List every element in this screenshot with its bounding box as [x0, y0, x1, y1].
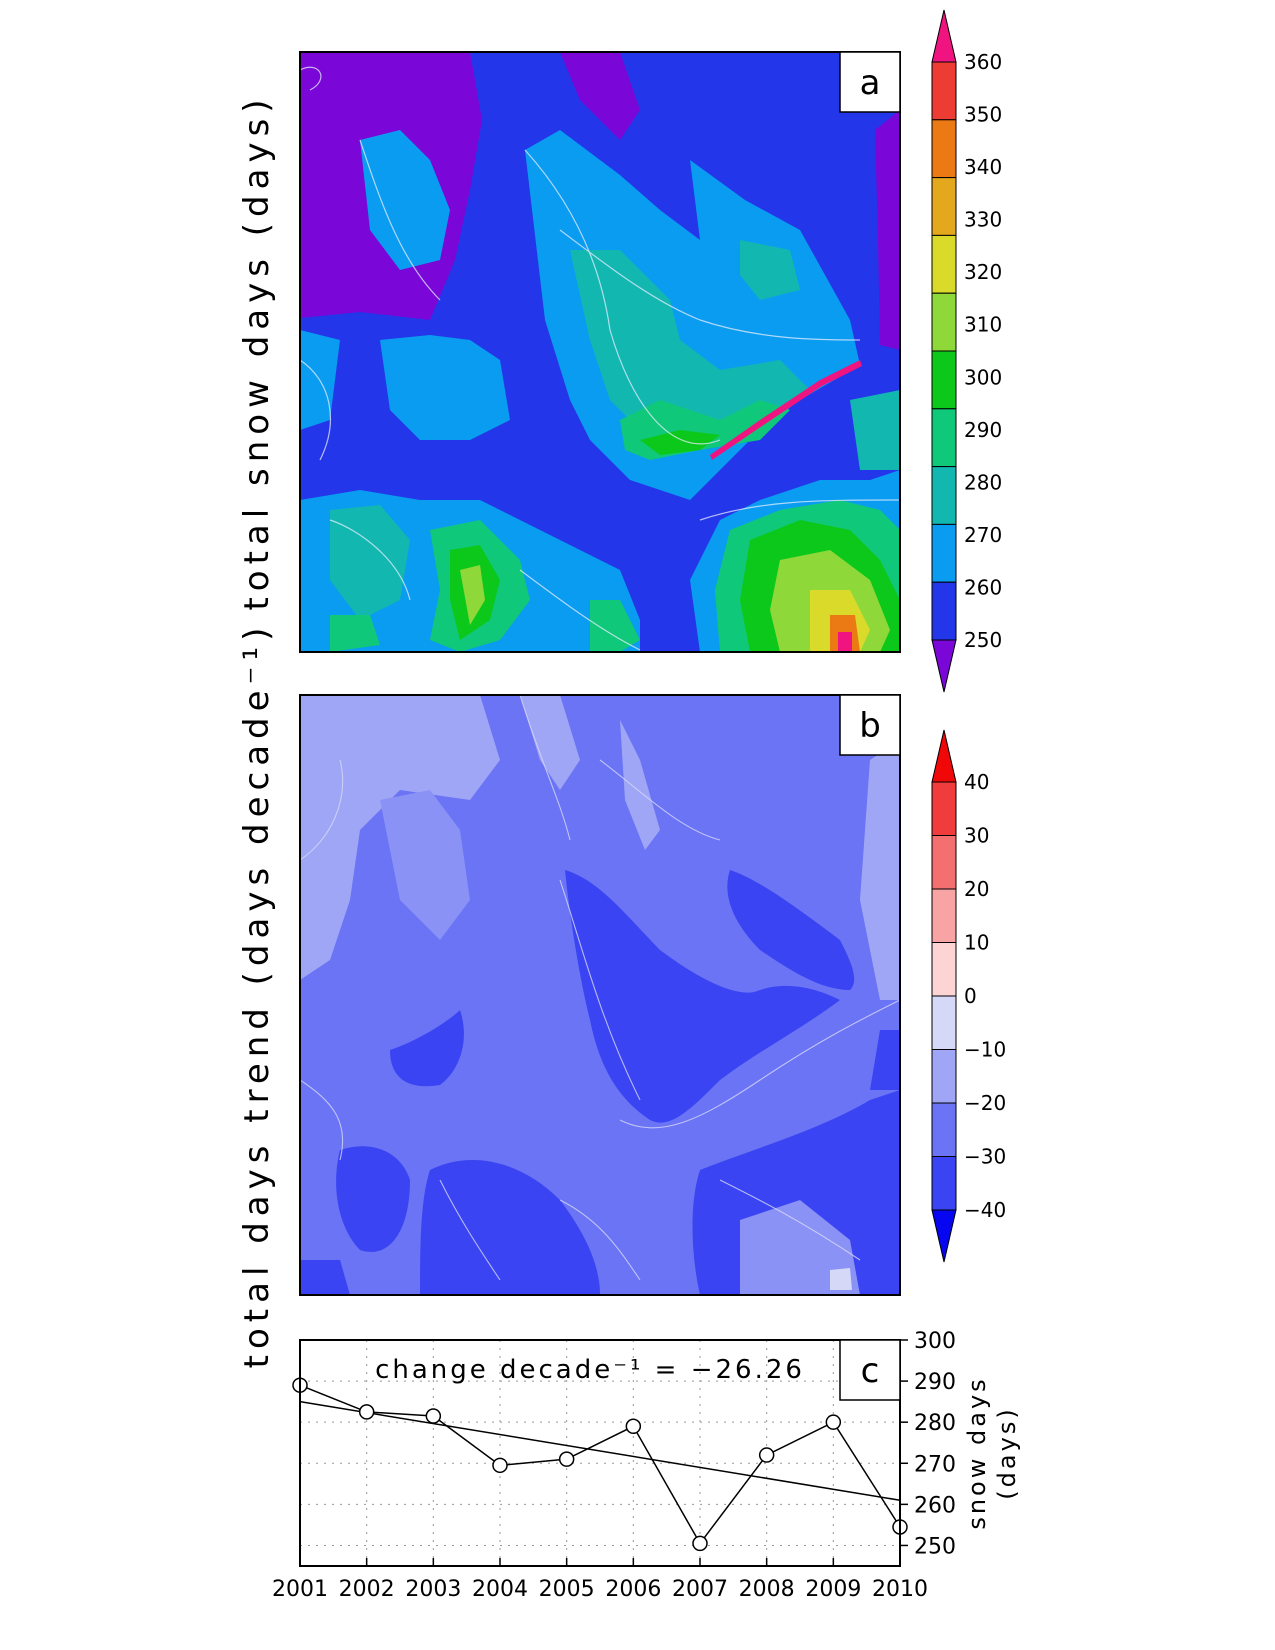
x-tick-label: 2006	[605, 1577, 661, 1602]
colorbar-b-band	[931, 888, 957, 943]
colorbar-a-band	[931, 292, 957, 352]
colorbar-a-band	[931, 61, 957, 121]
panel-c: c change decade⁻¹ = −26.26 2001 2002 2003 2…	[272, 1329, 1021, 1602]
colorbar-a-band	[931, 234, 957, 294]
panel-b-colorbar: −40 −30 −20 −10 0 10 20 30 40	[931, 729, 1006, 1263]
panel-a-letter: a	[860, 63, 881, 103]
colorbar-a-band	[931, 408, 957, 468]
panel-c-letter: c	[861, 1351, 880, 1391]
panel-c-points	[292, 1377, 908, 1552]
x-tick-label: 2005	[539, 1577, 595, 1602]
colorbar-a-band	[931, 466, 957, 525]
colorbar-b-tick-label: −10	[964, 1038, 1006, 1062]
y-tick-label: 260	[914, 1493, 956, 1518]
colorbar-b-band	[931, 942, 957, 997]
data-point	[558, 1451, 575, 1467]
colorbar-b-tick-label: −30	[964, 1145, 1006, 1169]
data-point	[625, 1418, 642, 1435]
data-point	[358, 1404, 375, 1420]
colorbar-b-tick-label: −40	[964, 1198, 1006, 1222]
colorbar-a-tick-label: 280	[964, 470, 1002, 494]
colorbar-b-band	[931, 1049, 957, 1104]
x-tick-label: 2004	[472, 1577, 528, 1602]
data-point	[492, 1457, 508, 1474]
panel-c-trend-line	[299, 1400, 901, 1501]
data-point	[825, 1414, 842, 1430]
panel-b-map	[300, 695, 900, 1295]
colorbar-a-tick-label: 300	[964, 365, 1002, 389]
panel-a: total snow days (days)	[237, 9, 1002, 693]
y-tick-label: 250	[914, 1534, 956, 1559]
colorbar-b-tick-label: 20	[964, 877, 989, 901]
panel-b-frame	[299, 694, 901, 1296]
colorbar-a-tick-label: 350	[964, 103, 1002, 127]
colorbar-b-tick-label: 30	[964, 824, 989, 848]
colorbar-b-band	[931, 835, 957, 890]
colorbar-a-tick-label: 250	[964, 628, 1002, 652]
colorbar-a-min-arrow	[931, 639, 957, 693]
panel-a-colorbar: 250 260 270 280 290 300 310 320 330 340 350 360	[931, 9, 1002, 693]
colorbar-b-tick-label: −20	[964, 1091, 1006, 1115]
y-tick-label: 290	[914, 1370, 956, 1395]
x-tick-label: 2009	[805, 1577, 861, 1602]
panel-c-letter-box	[839, 1339, 901, 1401]
panel-c-ylabel-line1: snow days	[963, 1376, 991, 1529]
x-tick-label: 2010	[872, 1577, 928, 1602]
colorbar-b-max-arrow	[931, 729, 957, 783]
panel-b-ylabel: total days trend (days decade⁻¹)	[237, 622, 277, 1369]
y-tick-label: 270	[914, 1452, 956, 1477]
panel-a-ylabel: total snow days (days)	[237, 93, 277, 610]
colorbar-b-min-arrow	[931, 1209, 957, 1263]
colorbar-b-band	[931, 781, 957, 836]
colorbar-a-max-arrow	[931, 9, 957, 63]
panel-c-ylabel-line2: (days)	[993, 1406, 1021, 1499]
x-tick-label: 2002	[339, 1577, 395, 1602]
y-tick-label: 280	[914, 1411, 956, 1436]
x-tick-label: 2008	[739, 1577, 795, 1602]
x-tick-label: 2001	[272, 1577, 328, 1602]
colorbar-a-tick-label: 310	[964, 313, 1002, 337]
colorbar-b-tick-label: 40	[964, 770, 989, 794]
colorbar-a-tick-label: 290	[964, 418, 1002, 442]
colorbar-a-band	[931, 350, 957, 410]
colorbar-a-band	[931, 523, 957, 583]
x-tick-label: 2003	[405, 1577, 461, 1602]
colorbar-a-tick-label: 360	[964, 50, 1002, 74]
colorbar-b-band	[931, 1156, 957, 1211]
panel-a-frame	[299, 51, 901, 653]
panel-c-annotation: change decade⁻¹ = −26.26	[375, 1355, 805, 1385]
colorbar-a-tick-label: 270	[964, 523, 1002, 547]
colorbar-a-tick-label: 330	[964, 208, 1002, 232]
data-point	[425, 1408, 442, 1424]
panel-a-letter-box	[839, 51, 901, 113]
data-point	[692, 1535, 708, 1552]
panel-b: total days trend (days decade⁻¹)	[237, 622, 1006, 1369]
y-tick-label: 300	[914, 1329, 956, 1354]
colorbar-a-tick-label: 320	[964, 260, 1002, 284]
colorbar-b-tick-label: 10	[964, 931, 989, 955]
colorbar-b-tick-label: 0	[964, 984, 977, 1008]
panel-c-series-line	[299, 1384, 901, 1545]
colorbar-b-band	[931, 995, 957, 1050]
panel-c-x-ticks: 2001 2002 2003 2004 2005 2006 2007 2008 2009 2010	[272, 1558, 928, 1602]
panel-b-letter-box	[839, 694, 901, 756]
data-point	[758, 1447, 775, 1463]
panel-a-map	[300, 52, 900, 652]
panel-c-y-ticks: 250 260 270 280 290 300	[900, 1329, 956, 1559]
colorbar-b-band	[931, 1102, 957, 1157]
colorbar-a-band	[931, 177, 957, 236]
colorbar-a-band	[931, 119, 957, 179]
panel-b-letter: b	[859, 706, 881, 746]
colorbar-a-tick-label: 260	[964, 575, 1002, 599]
colorbar-a-band	[931, 581, 957, 641]
x-tick-label: 2007	[672, 1577, 728, 1602]
panel-c-frame	[299, 1339, 901, 1567]
colorbar-a-tick-label: 340	[964, 155, 1002, 179]
